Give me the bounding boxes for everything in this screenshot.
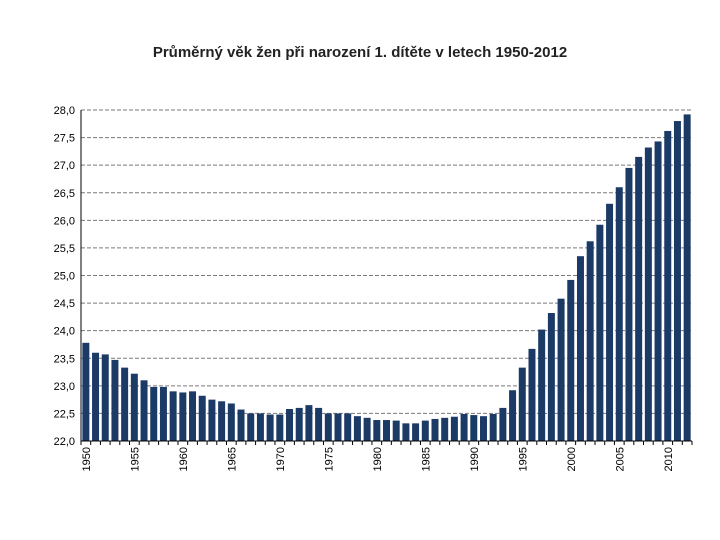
bar — [567, 279, 575, 441]
bar — [315, 407, 323, 441]
y-tick-label: 26,0 — [54, 215, 75, 227]
x-tick-label: 1990 — [469, 447, 481, 471]
bar — [470, 415, 478, 441]
bar — [392, 420, 400, 441]
bar — [635, 156, 643, 441]
x-tick-label: 2005 — [614, 447, 626, 471]
bar — [140, 380, 148, 441]
y-tick-label: 26,5 — [54, 188, 75, 200]
y-tick-label: 27,0 — [54, 160, 75, 172]
bar — [266, 414, 274, 441]
x-tick-label: 1970 — [275, 447, 287, 471]
x-tick-label: 1985 — [420, 447, 432, 471]
y-tick-label: 22,0 — [54, 436, 75, 448]
bar — [353, 416, 361, 441]
bar — [606, 203, 614, 441]
y-tick-labels: 22,0 22,5 23,0 23,5 24,0 24,5 25,0 25,5 26,0 26,5… — [54, 105, 75, 448]
bar — [431, 418, 439, 441]
bar — [130, 373, 138, 441]
y-tick-label: 24,5 — [54, 298, 75, 310]
bar — [286, 409, 294, 441]
bar — [673, 121, 681, 442]
x-tick-label: 1980 — [372, 447, 384, 471]
bar — [82, 342, 90, 441]
x-tick-labels: 1950 1955 1960 1965 1970 1975 1980 1985 1990 1995… — [81, 447, 675, 471]
bar — [441, 417, 449, 441]
bar — [625, 167, 633, 442]
x-tick-label: 1995 — [517, 447, 529, 471]
bar — [344, 413, 352, 441]
bar — [664, 130, 672, 442]
bar — [547, 313, 555, 441]
bar — [654, 141, 662, 441]
bar — [334, 413, 342, 441]
bar — [208, 399, 216, 441]
x-tick-label: 1955 — [129, 447, 141, 471]
bar — [295, 407, 303, 441]
bar — [179, 392, 187, 441]
bar — [189, 391, 197, 441]
bar — [256, 413, 264, 441]
bar — [198, 395, 206, 441]
y-tick-label: 24,0 — [54, 326, 75, 338]
bar — [576, 256, 584, 441]
bar — [169, 391, 177, 441]
axes — [80, 110, 693, 445]
bar — [683, 114, 691, 441]
bar — [218, 401, 226, 441]
bar — [92, 352, 100, 441]
bar — [121, 367, 129, 441]
bar — [538, 329, 546, 441]
x-tick-label: 1960 — [178, 447, 190, 471]
bar — [237, 409, 245, 441]
bar — [518, 367, 526, 441]
bar — [479, 416, 487, 441]
bar — [509, 390, 517, 441]
chart-title: Průměrný věk žen při narození 1. dítěte … — [152, 44, 568, 61]
bar — [150, 386, 158, 441]
y-tick-label: 23,5 — [54, 353, 75, 365]
bar — [586, 241, 594, 441]
bar — [383, 420, 390, 441]
bar — [324, 413, 332, 441]
bar — [402, 423, 410, 441]
bar — [421, 420, 429, 441]
x-tick-label: 1950 — [81, 447, 93, 471]
bar — [460, 413, 468, 441]
bar — [363, 417, 371, 441]
bar — [528, 348, 536, 441]
y-tick-label: 22,5 — [54, 408, 75, 420]
bar — [557, 298, 565, 441]
bar — [499, 407, 507, 441]
bar — [489, 413, 497, 441]
y-tick-label: 23,0 — [54, 381, 75, 393]
bar — [305, 405, 313, 441]
bar — [596, 224, 604, 441]
x-tick-label: 1965 — [226, 447, 238, 471]
bar — [412, 423, 420, 441]
bars — [82, 114, 691, 442]
bar — [373, 420, 381, 441]
y-tick-label: 27,5 — [54, 133, 75, 145]
bar — [227, 403, 235, 441]
bar — [247, 413, 255, 441]
bar — [450, 416, 458, 441]
y-tick-label: 25,5 — [54, 243, 75, 255]
bar — [276, 414, 284, 441]
y-tick-label: 28,0 — [54, 105, 75, 117]
x-tick-label: 2010 — [663, 447, 675, 471]
bar — [615, 187, 623, 441]
bar — [159, 386, 167, 441]
bar — [101, 354, 109, 441]
x-tick-label: 2000 — [566, 447, 578, 471]
bar — [644, 147, 652, 441]
x-tick-label: 1975 — [323, 447, 335, 471]
y-tick-label: 25,0 — [54, 271, 75, 283]
bar — [111, 359, 119, 441]
